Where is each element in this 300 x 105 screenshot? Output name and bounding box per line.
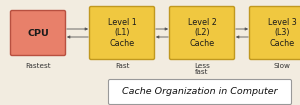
FancyBboxPatch shape xyxy=(109,79,292,104)
FancyBboxPatch shape xyxy=(250,7,300,60)
Text: Fastest: Fastest xyxy=(25,63,51,69)
Text: Fast: Fast xyxy=(115,63,129,69)
FancyBboxPatch shape xyxy=(169,7,235,60)
FancyBboxPatch shape xyxy=(11,10,65,56)
Text: Slow: Slow xyxy=(274,63,290,69)
Text: CPU: CPU xyxy=(27,28,49,37)
FancyBboxPatch shape xyxy=(89,7,154,60)
Text: Less
fast: Less fast xyxy=(194,63,210,75)
Text: Level 3
(L3)
Cache: Level 3 (L3) Cache xyxy=(268,18,296,48)
Text: Level 2
(L2)
Cache: Level 2 (L2) Cache xyxy=(188,18,216,48)
Text: Cache Organization in Computer: Cache Organization in Computer xyxy=(122,87,278,96)
Text: Level 1
(L1)
Cache: Level 1 (L1) Cache xyxy=(108,18,136,48)
